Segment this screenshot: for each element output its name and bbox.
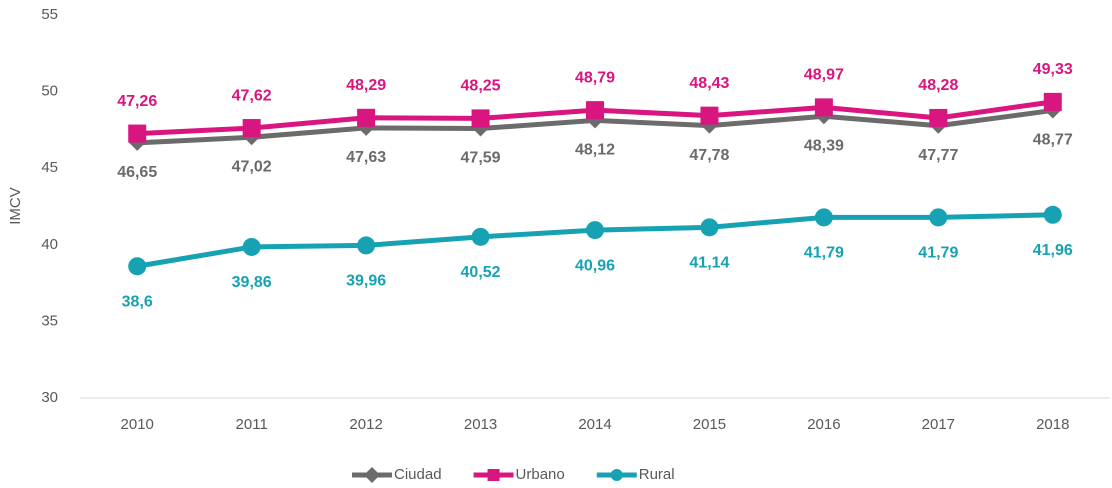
y-tick-label: 45 xyxy=(41,159,58,176)
legend-label: Ciudad xyxy=(394,466,442,483)
data-label: 40,52 xyxy=(461,264,501,281)
point-marker xyxy=(357,236,376,255)
data-label: 49,33 xyxy=(1033,61,1073,78)
point-marker xyxy=(586,101,604,120)
point-marker xyxy=(700,218,719,237)
y-tick-label: 50 xyxy=(41,83,58,100)
data-label: 39,86 xyxy=(232,274,272,291)
legend-marker xyxy=(610,469,623,481)
point-marker xyxy=(128,124,147,143)
data-label: 48,77 xyxy=(1033,132,1073,149)
point-marker xyxy=(471,227,490,246)
data-label: 47,63 xyxy=(346,149,386,166)
x-tick-label: 2012 xyxy=(349,416,382,433)
y-tick-label: 55 xyxy=(41,6,58,23)
data-label: 41,79 xyxy=(918,245,958,262)
data-label: 48,29 xyxy=(346,77,386,94)
legend-label: Urbano xyxy=(516,466,565,483)
data-label: 48,43 xyxy=(689,75,729,92)
x-tick-label: 2013 xyxy=(464,416,497,433)
data-label: 41,96 xyxy=(1033,242,1073,259)
legend-marker xyxy=(364,467,380,483)
x-tick-label: 2010 xyxy=(121,416,154,433)
data-label: 47,78 xyxy=(689,147,729,164)
data-label: 47,26 xyxy=(117,93,157,110)
data-label: 46,65 xyxy=(117,164,157,181)
point-marker xyxy=(814,208,833,227)
data-label: 39,96 xyxy=(346,273,386,290)
point-marker xyxy=(929,208,948,227)
x-tick-label: 2018 xyxy=(1036,416,1069,433)
point-marker xyxy=(1043,205,1062,224)
point-marker xyxy=(128,257,147,276)
x-tick-label: 2014 xyxy=(578,416,611,433)
data-label: 47,62 xyxy=(232,87,272,104)
data-label: 47,59 xyxy=(461,150,501,167)
point-marker xyxy=(357,108,376,127)
point-marker xyxy=(1043,92,1062,111)
data-label: 38,6 xyxy=(122,293,153,310)
point-marker xyxy=(242,119,261,138)
point-marker xyxy=(586,221,604,240)
data-label: 47,77 xyxy=(918,147,958,164)
data-label: 48,39 xyxy=(804,137,844,154)
data-label: 41,79 xyxy=(804,245,844,262)
x-tick-label: 2017 xyxy=(922,416,955,433)
y-tick-label: 35 xyxy=(41,312,58,329)
y-axis-label: IMCV xyxy=(7,187,24,225)
data-label: 40,96 xyxy=(575,257,615,274)
data-label: 48,79 xyxy=(575,69,615,86)
point-marker xyxy=(929,108,948,127)
point-marker xyxy=(700,106,719,125)
y-tick-label: 40 xyxy=(41,236,58,253)
point-marker xyxy=(242,237,261,256)
point-marker xyxy=(471,109,490,128)
x-tick-label: 2015 xyxy=(693,416,726,433)
y-tick-label: 30 xyxy=(41,389,58,406)
legend-marker xyxy=(487,469,500,481)
point-marker xyxy=(814,98,833,117)
x-tick-label: 2016 xyxy=(807,416,840,433)
data-label: 47,02 xyxy=(232,158,272,175)
data-label: 48,97 xyxy=(804,67,844,84)
data-label: 48,12 xyxy=(575,142,615,159)
legend-label: Rural xyxy=(639,466,675,483)
data-label: 48,25 xyxy=(461,78,501,95)
data-label: 41,14 xyxy=(689,255,729,272)
x-tick-label: 2011 xyxy=(236,416,268,433)
data-label: 48,28 xyxy=(918,77,958,94)
